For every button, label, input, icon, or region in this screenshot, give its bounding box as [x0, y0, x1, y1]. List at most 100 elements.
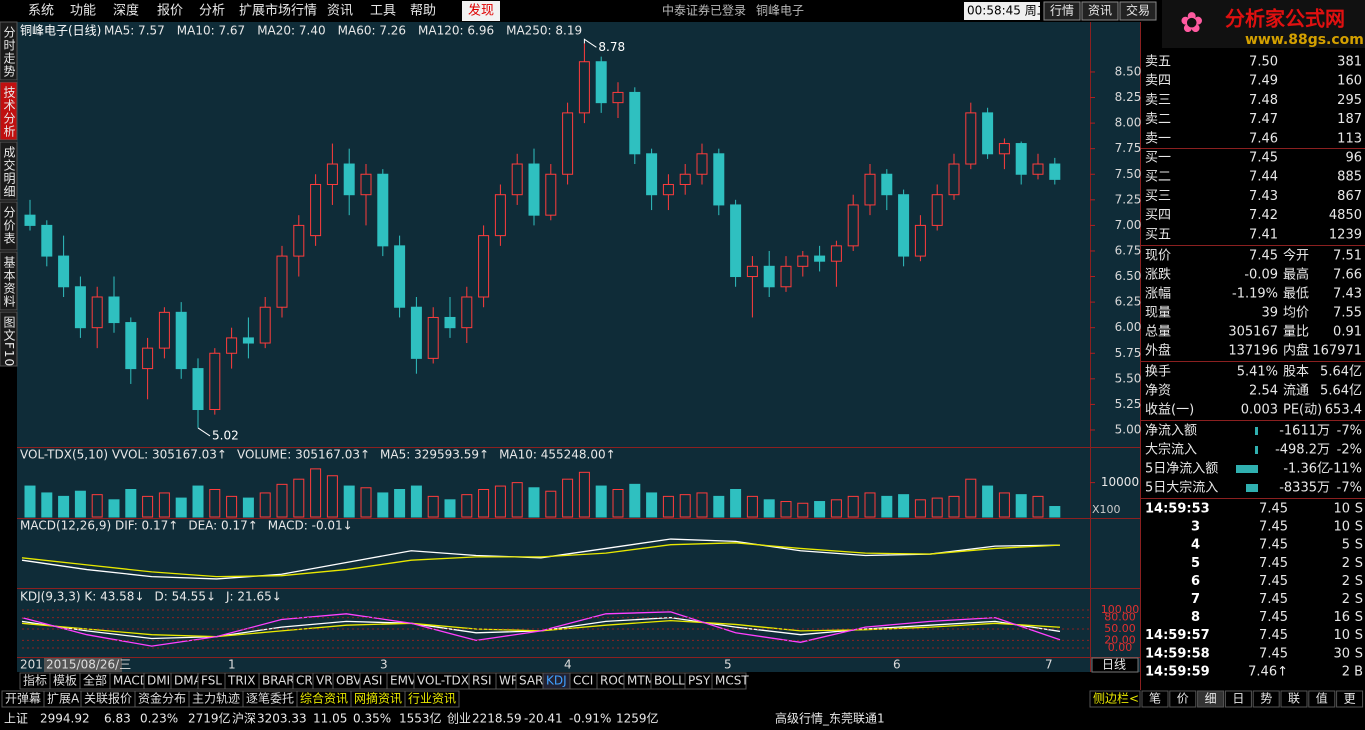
indicator-tab-label[interactable]: DMI: [147, 674, 170, 688]
quote-value: -1.19%: [1232, 287, 1278, 302]
period-label[interactable]: 日线: [1102, 658, 1126, 672]
volume-bar: [343, 485, 355, 518]
top-button[interactable]: [1081, 1, 1119, 21]
indicator-tab-label[interactable]: ASI: [363, 674, 382, 688]
status-item: 0.35%: [353, 712, 391, 726]
right-tab[interactable]: [1141, 690, 1169, 708]
right-tab-label[interactable]: 更: [1344, 692, 1356, 706]
indicator-tab-label[interactable]: 模板: [53, 674, 77, 688]
indicator-tab-label[interactable]: 指标: [23, 673, 47, 688]
side-tab-label[interactable]: 成交明细: [2, 146, 16, 198]
side-toggle[interactable]: [1089, 690, 1141, 708]
indicator-tab-label[interactable]: FSL: [201, 674, 222, 688]
indicator-tab-label[interactable]: VOL-TDX: [417, 674, 469, 688]
side-tab[interactable]: [0, 311, 18, 367]
side-tab[interactable]: [0, 81, 18, 141]
right-tab[interactable]: [1252, 690, 1280, 708]
volume-bar: [1015, 494, 1027, 518]
indicator-tab-label[interactable]: EMV: [390, 674, 417, 688]
top-button-label[interactable]: 行情: [1050, 4, 1074, 18]
discover-label[interactable]: 发现: [468, 3, 494, 19]
side-tab-label[interactable]: 图文F10: [2, 316, 16, 367]
indicator-tab-label[interactable]: MTM: [627, 674, 655, 688]
right-tab-label[interactable]: 联: [1288, 692, 1300, 706]
side-tab-label[interactable]: 基本资料: [2, 256, 16, 308]
indicator-tab-label[interactable]: PSY: [688, 674, 711, 688]
side-tab-label[interactable]: 分价表: [2, 206, 16, 245]
side-tab[interactable]: [0, 141, 18, 201]
indicator-tab-label[interactable]: BOLL: [654, 674, 685, 688]
sub-tab-label[interactable]: 网摘资讯: [354, 691, 402, 706]
menu-item[interactable]: 扩展市场行情: [239, 3, 317, 19]
indicator-tab-label[interactable]: BRAR: [262, 674, 295, 688]
discover-button[interactable]: [462, 1, 500, 21]
right-tab-label[interactable]: 势: [1260, 692, 1272, 706]
period-box[interactable]: [1091, 657, 1139, 673]
sub-tab-label[interactable]: 关联报价: [84, 691, 132, 706]
candle-body: [24, 214, 36, 226]
book-label: 卖一: [1145, 131, 1171, 146]
top-button-label[interactable]: 交易: [1126, 3, 1150, 18]
sub-tab-label[interactable]: 逐笔委托: [246, 691, 294, 706]
indicator-tab-label[interactable]: OBV: [336, 674, 362, 688]
menu-item[interactable]: 功能: [70, 4, 96, 19]
right-tab[interactable]: [1280, 690, 1308, 708]
side-tab-label[interactable]: 分时走势: [2, 26, 16, 78]
candle-body: [982, 112, 994, 155]
indicator-tab-label[interactable]: CR: [296, 674, 313, 688]
trade-price: 7.45: [1259, 574, 1288, 589]
sub-tab-label[interactable]: 主力轨迹: [192, 692, 240, 706]
sub-tab-label[interactable]: 开弹幕: [5, 692, 41, 706]
book-volume: 187: [1337, 112, 1362, 127]
menu-item[interactable]: 深度: [113, 3, 139, 19]
sub-tab-label[interactable]: 综合资讯: [300, 691, 348, 706]
menu-item[interactable]: 系统: [28, 4, 54, 19]
right-tab-label[interactable]: 细: [1205, 692, 1217, 706]
right-tab-label[interactable]: 值: [1316, 691, 1328, 706]
indicator-tab-label[interactable]: MCST: [715, 674, 749, 688]
indicator-tab[interactable]: [711, 672, 747, 690]
indicator-tab-label[interactable]: 全部: [83, 673, 107, 688]
candle-body: [730, 204, 742, 278]
sub-tab-label[interactable]: 资金分布: [138, 691, 186, 706]
indicator-tab-label[interactable]: VR: [316, 674, 333, 688]
menu-item[interactable]: 报价: [157, 4, 183, 19]
right-tab[interactable]: [1197, 690, 1225, 708]
side-tab[interactable]: [0, 21, 18, 81]
indicator-tab-label[interactable]: SAR: [519, 674, 543, 688]
side-tab-label[interactable]: 技术分析: [2, 86, 16, 138]
candle-body: [58, 255, 70, 288]
right-tab[interactable]: [1169, 690, 1197, 708]
indicator-tab-label[interactable]: DMA: [174, 674, 203, 688]
side-toggle-label[interactable]: 侧边栏<: [1093, 691, 1139, 706]
indicator-tab-label[interactable]: KDJ: [546, 674, 567, 688]
side-tab[interactable]: [0, 251, 18, 311]
indicator-tab-label[interactable]: MACD: [113, 674, 149, 688]
top-button-label[interactable]: 资讯: [1088, 4, 1112, 18]
indicator-tab-label[interactable]: ROC: [600, 674, 626, 688]
right-tab[interactable]: [1224, 690, 1252, 708]
menu-item[interactable]: 工具: [370, 4, 396, 19]
right-tab-label[interactable]: 价: [1177, 692, 1189, 706]
menu-item[interactable]: 帮助: [410, 4, 436, 19]
indicator-tab-label[interactable]: TRIX: [227, 674, 255, 688]
right-tab[interactable]: [1336, 690, 1364, 708]
right-tab[interactable]: [1308, 690, 1336, 708]
top-button[interactable]: [1119, 1, 1157, 21]
info-label: 收益(一): [1145, 403, 1194, 418]
quote-label: 现量: [1145, 306, 1171, 321]
indicator-tab-label[interactable]: WR: [499, 674, 519, 688]
sub-tab-label[interactable]: 扩展A: [47, 692, 80, 706]
menu-item[interactable]: 资讯: [327, 4, 353, 19]
right-tab-label[interactable]: 日: [1232, 692, 1244, 706]
indicator-tab-label[interactable]: RSI: [472, 674, 492, 688]
sub-tab-label[interactable]: 行业资讯: [408, 692, 456, 706]
right-tab-label[interactable]: 笔: [1149, 691, 1161, 706]
sub-tab[interactable]: [404, 690, 460, 708]
top-button[interactable]: [1043, 1, 1081, 21]
side-tab[interactable]: [0, 201, 18, 251]
menu-item[interactable]: 分析: [199, 4, 225, 19]
quote-value: 7.55: [1333, 306, 1362, 321]
indicator-tab-label[interactable]: CCI: [573, 674, 593, 688]
